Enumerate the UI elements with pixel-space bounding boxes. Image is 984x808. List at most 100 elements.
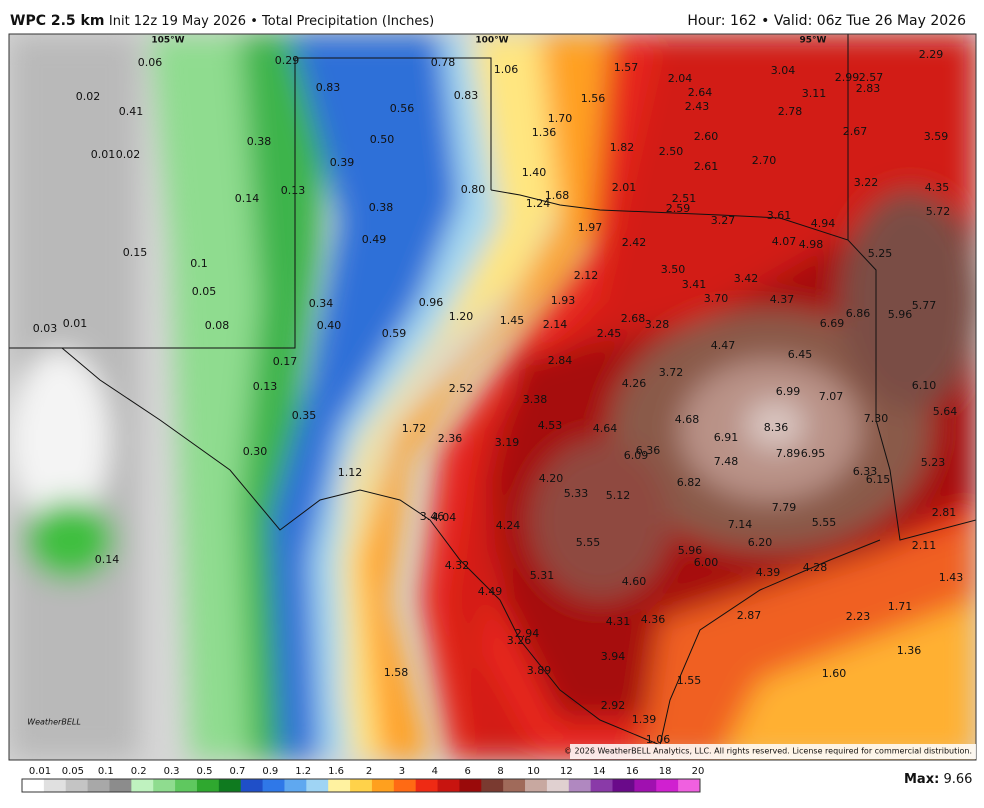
colorbar-tick: 14 [593, 766, 606, 777]
precip-label: 6.00 [694, 556, 719, 569]
precip-label: 0.08 [205, 319, 230, 332]
precip-label: 4.39 [756, 566, 781, 579]
precip-label: 4.20 [539, 472, 564, 485]
precip-label: 0.13 [253, 380, 278, 393]
colorbar-swatch [656, 779, 679, 792]
precip-label: 2.78 [778, 105, 803, 118]
colorbar-swatch [218, 779, 242, 792]
colorbar-tick: 0.9 [262, 766, 278, 777]
precip-label: 3.72 [659, 366, 684, 379]
colorbar-tick: 18 [659, 766, 672, 777]
precip-label: 1.68 [545, 189, 570, 202]
map [9, 34, 976, 760]
colorbar-swatch [503, 779, 526, 792]
precip-label: 0.40 [317, 319, 342, 332]
precip-label: 3.59 [924, 130, 949, 143]
precip-label: 4.28 [803, 561, 828, 574]
precip-label: 1.45 [500, 314, 525, 327]
precip-label: 4.35 [925, 181, 950, 194]
colorbar-tick: 0.01 [29, 766, 51, 777]
precip-label: 0.1 [190, 257, 208, 270]
border [9, 58, 296, 349]
colorbar-tick: 10 [527, 766, 540, 777]
border [490, 189, 976, 541]
precip-label: 0.83 [316, 81, 341, 94]
precip-label: 1.06 [646, 733, 671, 746]
precip-label: 2.29 [919, 48, 944, 61]
precip-label: 1.20 [449, 310, 474, 323]
precip-label: 1.60 [822, 667, 847, 680]
precip-label: 2.92 [601, 699, 626, 712]
precip-label: 1.36 [532, 126, 557, 139]
longitude-label: 105°W [151, 36, 184, 46]
max: Max: 9.66 [904, 772, 972, 787]
precip-label: 4.31 [606, 615, 631, 628]
precip-label: 1.70 [548, 112, 573, 125]
colorbar-tick: 0.05 [62, 766, 84, 777]
longitude-label: 100°W [475, 36, 508, 46]
precip-label: 0.56 [390, 102, 415, 115]
precip-label: 0.06 [138, 56, 163, 69]
precip-label: 1.71 [888, 600, 913, 613]
colorbar-frame [21, 778, 701, 793]
precip-label: 4.68 [675, 413, 700, 426]
precip-label: 4.26 [622, 377, 647, 390]
colorbar-swatch [175, 779, 198, 792]
precip-label: 0.78 [431, 56, 456, 69]
precip-label: 3.61 [767, 209, 792, 222]
precip-label: 5.55 [576, 536, 601, 549]
colorbar-swatch [612, 779, 635, 792]
precip-label: 6.69 [820, 317, 845, 330]
colorbar-swatch [109, 779, 132, 792]
precip-label: 0.39 [330, 156, 355, 169]
precip-label: 2.81 [932, 506, 957, 519]
precip-label: 3.38 [523, 393, 548, 406]
copyright: © 2026 WeatherBELL Analytics, LLC. All r… [564, 747, 972, 756]
precip-label: 0.01 [63, 317, 88, 330]
colorbar-tick: 12 [560, 766, 573, 777]
precip-label: 0.59 [382, 327, 407, 340]
precip-label: 2.43 [685, 100, 710, 113]
precip-label: 3.28 [645, 318, 670, 331]
precip-label: 3.50 [661, 263, 686, 276]
precip-label: 6.86 [846, 307, 871, 320]
precip-label: 6.99 [776, 385, 801, 398]
precip-label: 3.94 [601, 650, 626, 663]
precip-label: 0.96 [419, 296, 444, 309]
valid-time: Hour: 162 • Valid: 06z Tue 26 May 2026 [687, 13, 966, 29]
precip-label: 0.13 [281, 184, 306, 197]
colorbar-swatch [568, 779, 592, 792]
coast [659, 539, 881, 746]
colorbar-swatch [371, 779, 395, 792]
precip-label: 3.42 [734, 272, 759, 285]
map-frame [8, 33, 977, 761]
colorbar-swatch [65, 779, 89, 792]
colorbar-swatch [284, 779, 307, 792]
precip-label: 2.57 [859, 71, 884, 84]
precip-label: 4.24 [496, 519, 521, 532]
precip-label: 2.61 [694, 160, 719, 173]
precip-label: 5.33 [564, 487, 589, 500]
precip-label: 5.72 [926, 205, 951, 218]
precip-label: 3.70 [704, 292, 729, 305]
logo: WeatherBELL [27, 718, 81, 727]
colorbar-swatch [525, 779, 548, 792]
precip-label: 1.56 [581, 92, 606, 105]
precip-label: 3.22 [854, 176, 879, 189]
precip-label: 3.19 [495, 436, 520, 449]
precip-label: 0.17 [273, 355, 298, 368]
colorbar-swatch [546, 779, 570, 792]
precip-label: 2.99 [835, 71, 860, 84]
precip-label: 5.31 [530, 569, 555, 582]
precip-label: 4.07 [772, 235, 797, 248]
colorbar-swatch [590, 779, 614, 792]
precip-label: 2.67 [843, 125, 868, 138]
precip-label: 5.12 [606, 489, 631, 502]
colorbar-swatch [393, 779, 417, 792]
precip-label: 4.94 [811, 217, 836, 230]
precip-label: 2.42 [622, 236, 647, 249]
precip-label: 5.23 [921, 456, 946, 469]
precip-label: 3.41 [682, 278, 707, 291]
precip-label: 2.84 [548, 354, 573, 367]
precip-label: 0.03 [33, 322, 58, 335]
